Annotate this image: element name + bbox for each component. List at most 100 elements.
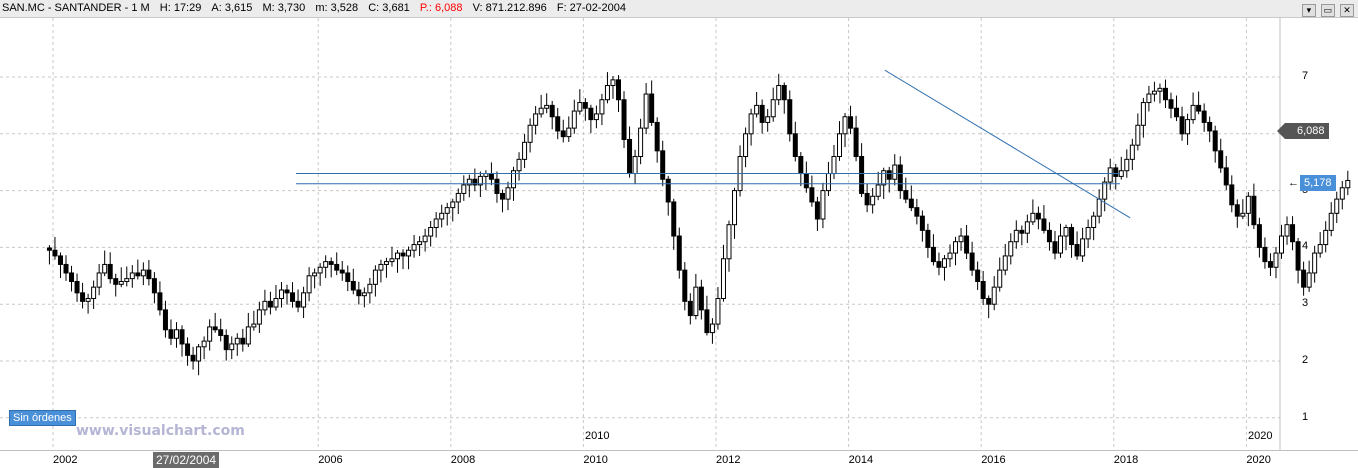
plot-area[interactable] [0,18,1358,450]
candle-body [1140,102,1146,126]
volume-label: V: 871.212.896 [472,2,547,14]
maximize-icon[interactable]: ▭ [1320,4,1335,17]
candle-body [538,107,544,115]
candle-body [809,187,815,203]
candle-body [980,280,986,300]
candle-body [1234,204,1240,217]
candle-body [461,184,467,194]
candle-body [151,278,157,294]
candle-body [334,263,340,271]
candle-body [1174,107,1180,118]
candle-body [107,263,113,280]
candle-body [1124,158,1130,172]
candle-body [157,292,163,311]
close-icon[interactable]: ✕ [1340,4,1354,17]
price-chart[interactable]: 1234567 6,088 ← 5,178 2010 2020 Sin órde… [0,18,1358,468]
candle-body [46,247,52,251]
price-label: P.: 6,088 [419,2,463,14]
candle-body [444,207,450,214]
candle-body [599,99,605,115]
candle-body [848,116,854,129]
candle-body [593,113,599,121]
candle-body [1069,227,1075,246]
candle-body [660,150,666,180]
candle-body [1013,229,1019,243]
arrow-left-icon: ← [1288,177,1299,189]
candle-body [1301,269,1307,288]
x-tick-label: 2008 [450,454,476,466]
candle-body [124,278,130,282]
candle-body [1162,87,1168,101]
candle-body [1262,246,1268,263]
x-axis[interactable]: 27/02/2004 2002 2006 2008 2010 2012 2014 2016 2… [0,450,1358,468]
candle-body [643,93,649,129]
candle-body [168,329,174,339]
candle-body [317,266,323,274]
watermark: www.visualchart.com [76,423,245,439]
candle-body [278,289,284,300]
candle-body [494,178,500,194]
candle-body [870,195,876,206]
candle-body [1245,195,1251,214]
candle-body [908,198,914,209]
candle-body [1334,198,1340,214]
open-label: A: 3,615 [211,2,253,14]
candle-body [555,116,561,132]
candle-body [1135,124,1141,146]
symbol-label: SAN.MC - SANTANDER - 1 M [2,2,150,14]
candle-body [693,286,699,317]
candle-body [1345,179,1351,189]
candle-body [582,102,588,109]
candle-body [522,141,528,160]
candle-body [1046,229,1052,243]
candle-body [312,272,318,277]
candle-body [411,244,417,251]
candle-body [837,133,842,158]
candle-body [439,212,445,220]
candle-body [428,227,434,237]
candle-body [422,235,428,243]
candle-body [577,102,583,112]
cursor-date-label: 27/02/2004 [153,452,220,468]
reference-price-tag: 5,178 [1300,175,1336,191]
candle-body [1306,272,1312,288]
candle-body [704,309,710,334]
candle-body [533,113,539,126]
candle-body [301,292,307,308]
candle-body [57,255,63,265]
candle-body [511,170,517,189]
candle-body [450,201,456,209]
last-price-tag: 6,088 [1285,123,1329,139]
chart-svg [0,18,1351,450]
candle-body [140,269,146,277]
candle-body [433,218,439,229]
candle-body [85,298,91,302]
candle-body [505,187,511,200]
candle-body [1196,104,1202,112]
candle-body [897,164,903,192]
candle-body [383,261,389,265]
y-tick-label: 7 [1302,70,1309,82]
candle-body [969,252,975,271]
candle-body [102,263,108,274]
candle-body [345,272,351,282]
candle-body [975,269,981,282]
y-tick-label: 3 [1302,297,1309,310]
candle-body [1129,144,1135,160]
candle-body [997,269,1003,288]
minimize-icon[interactable]: ▾ [1301,4,1316,17]
y-axis[interactable]: 1234567 [1280,18,1358,450]
candle-body [1267,261,1273,268]
candle-body [1284,224,1290,237]
candle-body [676,235,682,271]
candle-body [1339,187,1345,200]
candle-body [814,201,820,220]
orders-status-badge[interactable]: Sin órdenes [9,410,76,426]
candle-body [914,207,920,217]
candle-body [930,246,936,263]
candle-body [1151,90,1157,95]
candle-body [1290,224,1296,243]
candle-body [455,192,461,203]
candle-body [69,272,75,282]
candle-body [748,113,754,135]
